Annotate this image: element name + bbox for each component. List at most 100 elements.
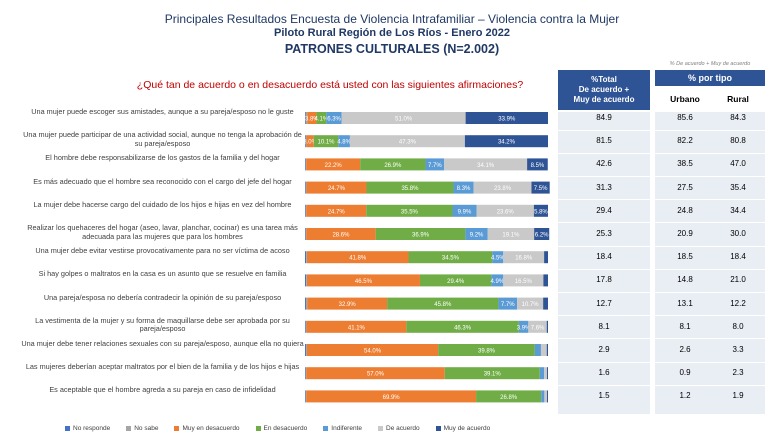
rural-value: 34.4	[730, 205, 746, 215]
row-separator	[558, 129, 650, 131]
total-value: 2.9	[598, 345, 610, 354]
bar-data-label: 69.9%	[383, 395, 401, 401]
bar-data-label: 10.1%	[318, 140, 336, 146]
total-value: 31.3	[596, 182, 612, 192]
bar-data-label: 24.7%	[328, 186, 346, 192]
bar-segment-indiferente	[453, 181, 474, 194]
bar-data-label: 7.7%	[501, 302, 515, 308]
total-value: 12.7	[596, 298, 612, 308]
bar-segment-no-sabe	[305, 320, 307, 333]
bar-segment-indiferente	[492, 251, 504, 264]
legend-label: No sabe	[134, 425, 159, 432]
legend-swatch	[126, 426, 132, 431]
bar-data-label: 34.1%	[477, 163, 495, 169]
row-separator	[655, 292, 765, 293]
bar-segment-en-desacuerdo	[408, 251, 493, 264]
row-label: Una mujer debe tener relaciones sexuales…	[21, 339, 304, 348]
bar-segment-de-acuerdo	[544, 390, 548, 403]
legend-swatch	[255, 426, 261, 431]
total-value: 18.4	[596, 252, 612, 262]
bar-data-label: 4.1%	[315, 117, 329, 123]
urbano-value: 82.2	[677, 136, 693, 146]
legend-swatch	[378, 426, 383, 431]
legend-item: No responde	[65, 425, 110, 432]
bar-segment-muy-en-desacuerdo	[306, 320, 407, 333]
title-line-2: Piloto Rural Región de Los Ríos - Enero …	[274, 27, 510, 39]
urbano-value: 27.5	[677, 182, 693, 192]
bar-data-label: 34.5%	[442, 256, 460, 262]
tipo-column-bg	[655, 112, 765, 414]
bar-data-label: 3.9%	[517, 325, 531, 331]
row-label: Las mujeres deberían aceptar maltratos p…	[25, 362, 300, 372]
bar-data-label: 7.7%	[428, 163, 442, 169]
bar-data-label: 45.8%	[434, 302, 452, 308]
question-text: ¿Qué tan de acuerdo o en desacuerdo está…	[136, 79, 524, 91]
urbano-header: Urbano	[670, 94, 700, 104]
rural-value: 47.0	[730, 159, 746, 169]
row-separator	[655, 384, 765, 386]
bar-segment-muy-en-desacuerdo	[307, 112, 317, 124]
rural-value: 2.3	[732, 368, 744, 378]
legend-item: Indiferente	[323, 425, 362, 432]
legend-item: No sabe	[126, 425, 158, 432]
row-label: Una mujer puede escoger sus amistades, a…	[31, 107, 294, 116]
bar-data-label: 39.8%	[478, 349, 496, 355]
bar-data-label: 39.1%	[484, 372, 502, 378]
row-label: Es aceptable que el hombre agreda a su p…	[49, 385, 276, 395]
bar-segment-muy-de-acuerdo	[465, 112, 548, 124]
bar-segment-de-acuerdo	[544, 367, 548, 380]
row-separator	[558, 176, 650, 177]
rural-value: 84.3	[730, 113, 746, 122]
row-label: Una mujer puede participar de una activi…	[23, 130, 302, 148]
bar-data-label: 34.2%	[498, 140, 516, 146]
bar-segment-no-responde	[305, 181, 306, 194]
urbano-value: 13.1	[677, 298, 693, 308]
bar-segment-muy-de-acuerdo	[546, 344, 548, 356]
row-label: La mujer debe hacerse cargo del cuidado …	[33, 199, 292, 209]
bar-segment-no-responde	[305, 158, 306, 171]
row-separator	[558, 268, 650, 270]
row-label: Una pareja/esposa no debería contradecir…	[43, 292, 282, 302]
bar-segment-de-acuerdo	[341, 112, 466, 124]
bar-data-label: 6.2%	[535, 233, 549, 239]
chart-legend: No responde No sabe Muy en desacuerdo En de…	[65, 425, 506, 432]
bar-segment-en-desacuerdo	[366, 181, 454, 194]
bar-data-label: 16.8%	[515, 256, 533, 262]
bar-segment-muy-de-acuerdo	[543, 274, 548, 287]
urbano-value: 38.5	[677, 159, 693, 169]
bar-data-label: 22.2%	[325, 163, 343, 169]
bar-data-label: 9.2%	[470, 233, 484, 239]
bar-segment-no-sabe	[306, 274, 307, 287]
row-separator	[655, 315, 765, 317]
bar-segment-de-acuerdo	[517, 297, 544, 310]
bar-data-label: 4.9%	[490, 279, 504, 285]
legend-item: De acuerdo	[378, 425, 420, 432]
total-value: 1.5	[598, 391, 610, 401]
bar-segment-indiferente	[425, 158, 445, 171]
bar-segment-de-acuerdo	[487, 228, 535, 240]
bar-data-label: 46.5%	[355, 279, 373, 285]
bar-segment-no-sabe	[305, 112, 308, 124]
bar-data-label: 54.0%	[364, 349, 382, 355]
row-label: Realizar los quehaceres del hogar (aseo,…	[27, 223, 298, 241]
bar-segment-indiferente	[518, 320, 529, 333]
bar-segment-de-acuerdo	[503, 251, 545, 264]
legend-label: No responde	[73, 425, 111, 432]
bar-segment-en-desacuerdo	[419, 274, 492, 287]
bar-data-label: 7.5%	[534, 186, 548, 192]
row-separator	[558, 152, 650, 154]
row-separator	[558, 361, 650, 363]
bar-data-label: 16.5%	[515, 279, 533, 285]
bar-data-label: 24.7%	[328, 209, 346, 215]
row-separator	[655, 245, 765, 247]
urbano-value: 85.6	[677, 113, 693, 122]
bar-segment-muy-de-acuerdo	[531, 181, 550, 194]
legend-swatch	[174, 426, 180, 431]
bar-segment-de-acuerdo	[349, 135, 465, 148]
row-separator	[655, 199, 765, 201]
row-separator	[655, 176, 765, 177]
rural-value: 30.0	[730, 229, 746, 238]
bar-segment-muy-de-acuerdo	[543, 297, 548, 310]
bar-data-label: 4.8%	[337, 140, 351, 146]
